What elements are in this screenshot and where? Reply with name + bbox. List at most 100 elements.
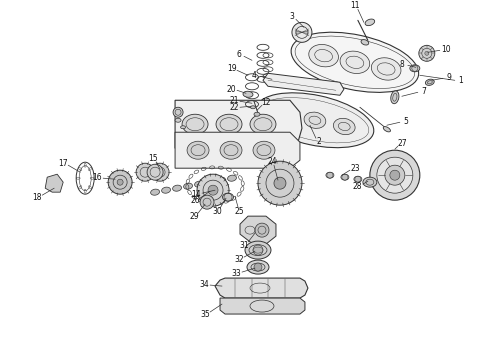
Text: 15: 15 — [148, 154, 158, 163]
Ellipse shape — [425, 79, 434, 85]
Ellipse shape — [250, 106, 255, 109]
Ellipse shape — [291, 32, 418, 93]
Polygon shape — [215, 278, 308, 298]
Text: 35: 35 — [200, 310, 210, 319]
Circle shape — [377, 157, 413, 193]
Ellipse shape — [253, 141, 275, 159]
Text: 5: 5 — [403, 117, 408, 126]
Ellipse shape — [182, 114, 208, 134]
Text: 6: 6 — [236, 50, 241, 59]
Text: 25: 25 — [235, 207, 245, 216]
Ellipse shape — [363, 177, 377, 187]
Ellipse shape — [195, 181, 203, 187]
Ellipse shape — [175, 118, 181, 122]
Ellipse shape — [217, 177, 225, 183]
Ellipse shape — [247, 260, 269, 274]
Text: 7: 7 — [421, 87, 426, 96]
Circle shape — [147, 164, 163, 180]
Ellipse shape — [227, 175, 237, 181]
Ellipse shape — [222, 193, 234, 201]
Text: 12: 12 — [262, 98, 271, 107]
Text: 14: 14 — [192, 190, 201, 199]
Circle shape — [385, 165, 405, 185]
Text: 20: 20 — [226, 85, 236, 94]
Circle shape — [370, 150, 420, 200]
Text: 22: 22 — [229, 103, 239, 112]
Text: 9: 9 — [446, 73, 451, 82]
Text: 4: 4 — [252, 71, 257, 80]
Circle shape — [197, 174, 229, 206]
Circle shape — [200, 195, 214, 209]
Ellipse shape — [309, 45, 339, 67]
Circle shape — [274, 177, 286, 189]
Text: 30: 30 — [212, 207, 222, 216]
Polygon shape — [175, 100, 302, 148]
Text: 29: 29 — [190, 212, 199, 221]
Ellipse shape — [333, 118, 355, 135]
Ellipse shape — [371, 58, 401, 80]
Polygon shape — [175, 132, 300, 168]
Ellipse shape — [361, 40, 369, 45]
Text: 11: 11 — [351, 1, 360, 10]
Circle shape — [117, 179, 123, 185]
Circle shape — [419, 45, 435, 61]
Ellipse shape — [340, 51, 370, 73]
Ellipse shape — [256, 93, 374, 148]
Ellipse shape — [354, 176, 362, 182]
Circle shape — [292, 22, 312, 42]
Text: 8: 8 — [400, 60, 404, 69]
Text: 16: 16 — [92, 174, 102, 183]
Circle shape — [136, 163, 154, 181]
Circle shape — [151, 163, 169, 181]
Circle shape — [390, 170, 400, 180]
Circle shape — [255, 223, 269, 237]
Ellipse shape — [383, 127, 391, 132]
Ellipse shape — [150, 189, 160, 195]
Ellipse shape — [250, 114, 276, 134]
Ellipse shape — [172, 185, 181, 191]
Text: 2: 2 — [316, 138, 321, 147]
Ellipse shape — [391, 91, 399, 104]
Circle shape — [258, 161, 302, 205]
Ellipse shape — [216, 114, 242, 134]
Ellipse shape — [184, 183, 193, 189]
Ellipse shape — [275, 106, 296, 122]
Circle shape — [253, 245, 263, 255]
Circle shape — [108, 170, 132, 194]
Text: 21: 21 — [229, 96, 239, 105]
Circle shape — [425, 51, 429, 55]
Ellipse shape — [410, 65, 420, 72]
Ellipse shape — [181, 126, 186, 129]
Ellipse shape — [254, 112, 260, 116]
Ellipse shape — [206, 179, 215, 185]
Text: 33: 33 — [231, 269, 241, 278]
Circle shape — [173, 107, 183, 117]
Ellipse shape — [365, 19, 375, 26]
Text: 28: 28 — [353, 182, 363, 191]
Text: 18: 18 — [32, 193, 42, 202]
Circle shape — [254, 263, 262, 271]
Ellipse shape — [220, 141, 242, 159]
Text: 31: 31 — [240, 241, 249, 250]
Circle shape — [208, 185, 218, 195]
Text: 27: 27 — [397, 139, 407, 148]
Text: 17: 17 — [58, 159, 68, 168]
Text: 26: 26 — [190, 196, 200, 205]
Polygon shape — [263, 73, 344, 95]
Polygon shape — [45, 174, 63, 192]
Text: 10: 10 — [441, 45, 450, 54]
Ellipse shape — [245, 241, 271, 259]
Ellipse shape — [243, 91, 253, 97]
Text: 3: 3 — [289, 12, 294, 21]
Ellipse shape — [326, 172, 334, 178]
Ellipse shape — [187, 141, 209, 159]
Text: 1: 1 — [458, 76, 463, 85]
Polygon shape — [240, 216, 276, 244]
Text: 23: 23 — [350, 163, 360, 172]
Text: 24: 24 — [268, 157, 277, 166]
Ellipse shape — [304, 112, 326, 129]
Polygon shape — [220, 298, 305, 314]
Text: 32: 32 — [234, 255, 244, 264]
Text: 19: 19 — [227, 64, 236, 73]
Ellipse shape — [162, 187, 171, 193]
